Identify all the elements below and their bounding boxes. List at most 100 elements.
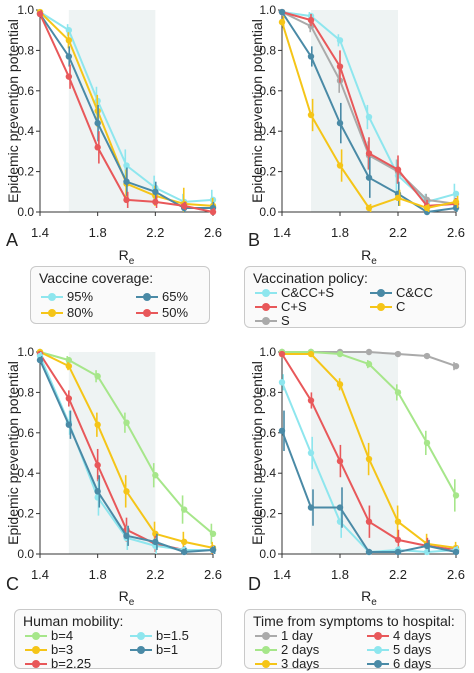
- data-point: [278, 350, 286, 358]
- legend-item: 80%: [41, 305, 93, 320]
- legend-title: Time from symptoms to hospital:: [253, 613, 455, 629]
- x-tick-label: 1.4: [273, 567, 291, 582]
- shaded-region: [311, 352, 398, 554]
- data-point: [365, 150, 373, 157]
- series-6-days: [278, 410, 460, 556]
- x-tick-label: 1.8: [89, 567, 107, 582]
- legend-swatch-icon: [255, 631, 277, 641]
- data-point: [394, 536, 402, 544]
- panel-a: 0.0 0.2 0.4 0.6 0.8 1.0 1.4 1.8 2.2 2.6 Re Epidemic…: [5, 3, 222, 267]
- y-tick-label: 1.0: [17, 3, 34, 17]
- data-point: [94, 488, 101, 495]
- legend-item: 65%: [136, 289, 188, 304]
- panel-d: 0.0 0.2 0.4 0.6 0.8 1.0 1.4 1.8 2.2 2.6 Re Epidemic…: [248, 345, 465, 608]
- panel-c: 0.0 0.2 0.4 0.6 0.8 1.0 1.4 1.8 2.2 2.6 Re Epidemic…: [5, 345, 222, 608]
- data-point: [65, 356, 73, 364]
- x-tick-label: 2.6: [447, 225, 465, 240]
- y-axis-label: Epidemic prevention potential: [5, 361, 21, 545]
- legend-swatch-icon: [255, 659, 277, 669]
- legend-swatch-icon: [25, 631, 47, 641]
- data-point: [278, 379, 286, 386]
- data-point: [36, 10, 44, 18]
- data-point: [65, 27, 73, 34]
- legend-item: 4 days: [367, 628, 431, 643]
- legend-swatch-icon: [130, 631, 152, 641]
- y-tick-label: 1.0: [17, 345, 34, 359]
- legend-swatch-icon: [255, 316, 277, 326]
- legend-item: b=4: [25, 628, 73, 643]
- data-point: [65, 53, 73, 60]
- y-tick-label: 0.4: [259, 466, 276, 480]
- legend-box: Time from symptoms to hospital: 1 day 4 da…: [244, 609, 466, 671]
- y-tick-label: 0.8: [17, 385, 34, 399]
- shaded-region: [68, 352, 156, 554]
- legend-label: C: [396, 299, 406, 314]
- x-tick-label: 2.2: [146, 567, 164, 582]
- data-point: [365, 360, 373, 368]
- legend-item: b=1: [130, 642, 178, 657]
- y-tick-label: 1.0: [259, 345, 276, 359]
- data-point: [336, 504, 344, 511]
- y-tick-label: 0.8: [259, 385, 276, 399]
- x-tick-label: 1.8: [331, 225, 349, 240]
- legend-item: b=3: [25, 642, 73, 657]
- legend-label: b=2.25: [51, 656, 92, 671]
- legend-box: Human mobility: b=4 b=1.5 b=3 b=1 b=2.25: [14, 609, 222, 671]
- data-point: [336, 457, 344, 465]
- x-tick-label: 1.8: [89, 225, 107, 240]
- legend-swatch-icon: [255, 645, 277, 655]
- data-point: [65, 73, 73, 80]
- legend-label: 3 days: [281, 656, 320, 671]
- data-point: [94, 461, 101, 469]
- legend-title: Human mobility:: [23, 613, 124, 629]
- data-point: [152, 198, 159, 206]
- data-point: [180, 506, 188, 513]
- legend-swatch-icon: [136, 292, 158, 302]
- data-point: [123, 162, 130, 169]
- data-point: [209, 208, 217, 216]
- data-point: [394, 166, 402, 173]
- data-point: [452, 548, 460, 556]
- data-point: [394, 518, 402, 525]
- data-point: [94, 144, 101, 151]
- data-point: [336, 381, 344, 388]
- data-point: [336, 37, 344, 44]
- data-point: [180, 548, 188, 556]
- data-point: [123, 196, 130, 204]
- data-point: [209, 530, 217, 537]
- data-point: [423, 439, 431, 447]
- data-point: [452, 198, 460, 206]
- data-point: [336, 350, 344, 358]
- legend-item: 1 day: [255, 628, 313, 643]
- legend-item: 6 days: [367, 656, 431, 671]
- y-tick-label: 0.0: [17, 205, 34, 219]
- data-point: [152, 472, 159, 479]
- legend-label: C+S: [281, 299, 307, 314]
- x-axis-label: Re: [361, 247, 377, 267]
- legend-label: b=3: [51, 642, 74, 657]
- panel-letter: B: [248, 230, 260, 250]
- legend-swatch-icon: [41, 292, 63, 302]
- data-point: [365, 348, 373, 356]
- data-point: [307, 350, 315, 358]
- data-point: [65, 421, 73, 428]
- y-tick-label: 0.2: [259, 165, 276, 179]
- y-tick-label: 0.6: [17, 426, 34, 440]
- x-tick-label: 1.4: [273, 225, 291, 240]
- data-point: [394, 389, 402, 396]
- y-axis-label: Epidemic prevention potential: [249, 361, 265, 545]
- data-point: [365, 548, 373, 556]
- y-tick-label: 0.4: [259, 124, 276, 138]
- data-point: [180, 538, 188, 546]
- data-point: [123, 488, 130, 495]
- legend-item: C: [370, 299, 405, 314]
- data-point: [307, 53, 315, 60]
- x-axis-label: Re: [119, 247, 135, 267]
- data-point: [394, 194, 402, 202]
- series-b-4: [36, 348, 217, 544]
- data-point: [307, 504, 315, 511]
- data-point: [394, 548, 402, 556]
- data-point: [65, 362, 73, 370]
- legend-item: 2 days: [255, 642, 319, 657]
- data-point: [36, 356, 44, 364]
